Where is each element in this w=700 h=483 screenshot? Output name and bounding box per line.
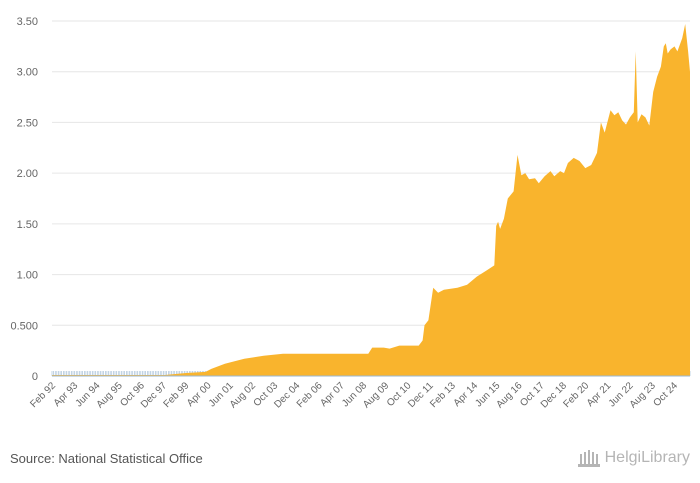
- x-tick-label: Feb 92: [28, 380, 58, 410]
- chart: 0 0.500 1.00 1.50 2.00 2.50 3.00 3.50 Feb 92Apr…: [10, 16, 691, 411]
- y-tick-label: 0.500: [10, 320, 38, 332]
- x-tick-label: Aug 09: [361, 380, 391, 410]
- x-tick-label: Aug 16: [494, 380, 524, 410]
- x-tick-label: Feb 13: [428, 380, 458, 410]
- y-tick-label: 0: [32, 371, 38, 383]
- x-tick-label: Oct 24: [652, 380, 681, 409]
- logo-text: HelgiLibrary: [604, 449, 690, 466]
- y-tick-label: 3.00: [17, 67, 38, 79]
- y-tick-label: 2.50: [17, 117, 38, 129]
- y-tick-label: 3.50: [17, 16, 38, 28]
- x-tick-label: Feb 20: [561, 380, 591, 410]
- library-building-icon: [577, 450, 600, 467]
- x-tick-label: Feb 06: [295, 380, 325, 410]
- series-area: [52, 24, 690, 376]
- x-tick-label: Aug 02: [228, 380, 258, 410]
- source-note: Source: National Statistical Office: [10, 451, 203, 466]
- y-axis-tick-labels: 0 0.500 1.00 1.50 2.00 2.50 3.00 3.50: [10, 16, 38, 383]
- grid-lines: [52, 20, 690, 326]
- y-tick-label: 2.00: [17, 168, 38, 180]
- y-tick-label: 1.50: [17, 219, 38, 231]
- x-tick-label: Aug 95: [95, 380, 125, 410]
- x-tick-label: Feb 99: [162, 380, 192, 410]
- x-tick-label: Aug 23: [628, 380, 658, 410]
- helgi-library-logo[interactable]: HelgiLibrary: [577, 448, 690, 468]
- y-tick-label: 1.00: [17, 270, 38, 282]
